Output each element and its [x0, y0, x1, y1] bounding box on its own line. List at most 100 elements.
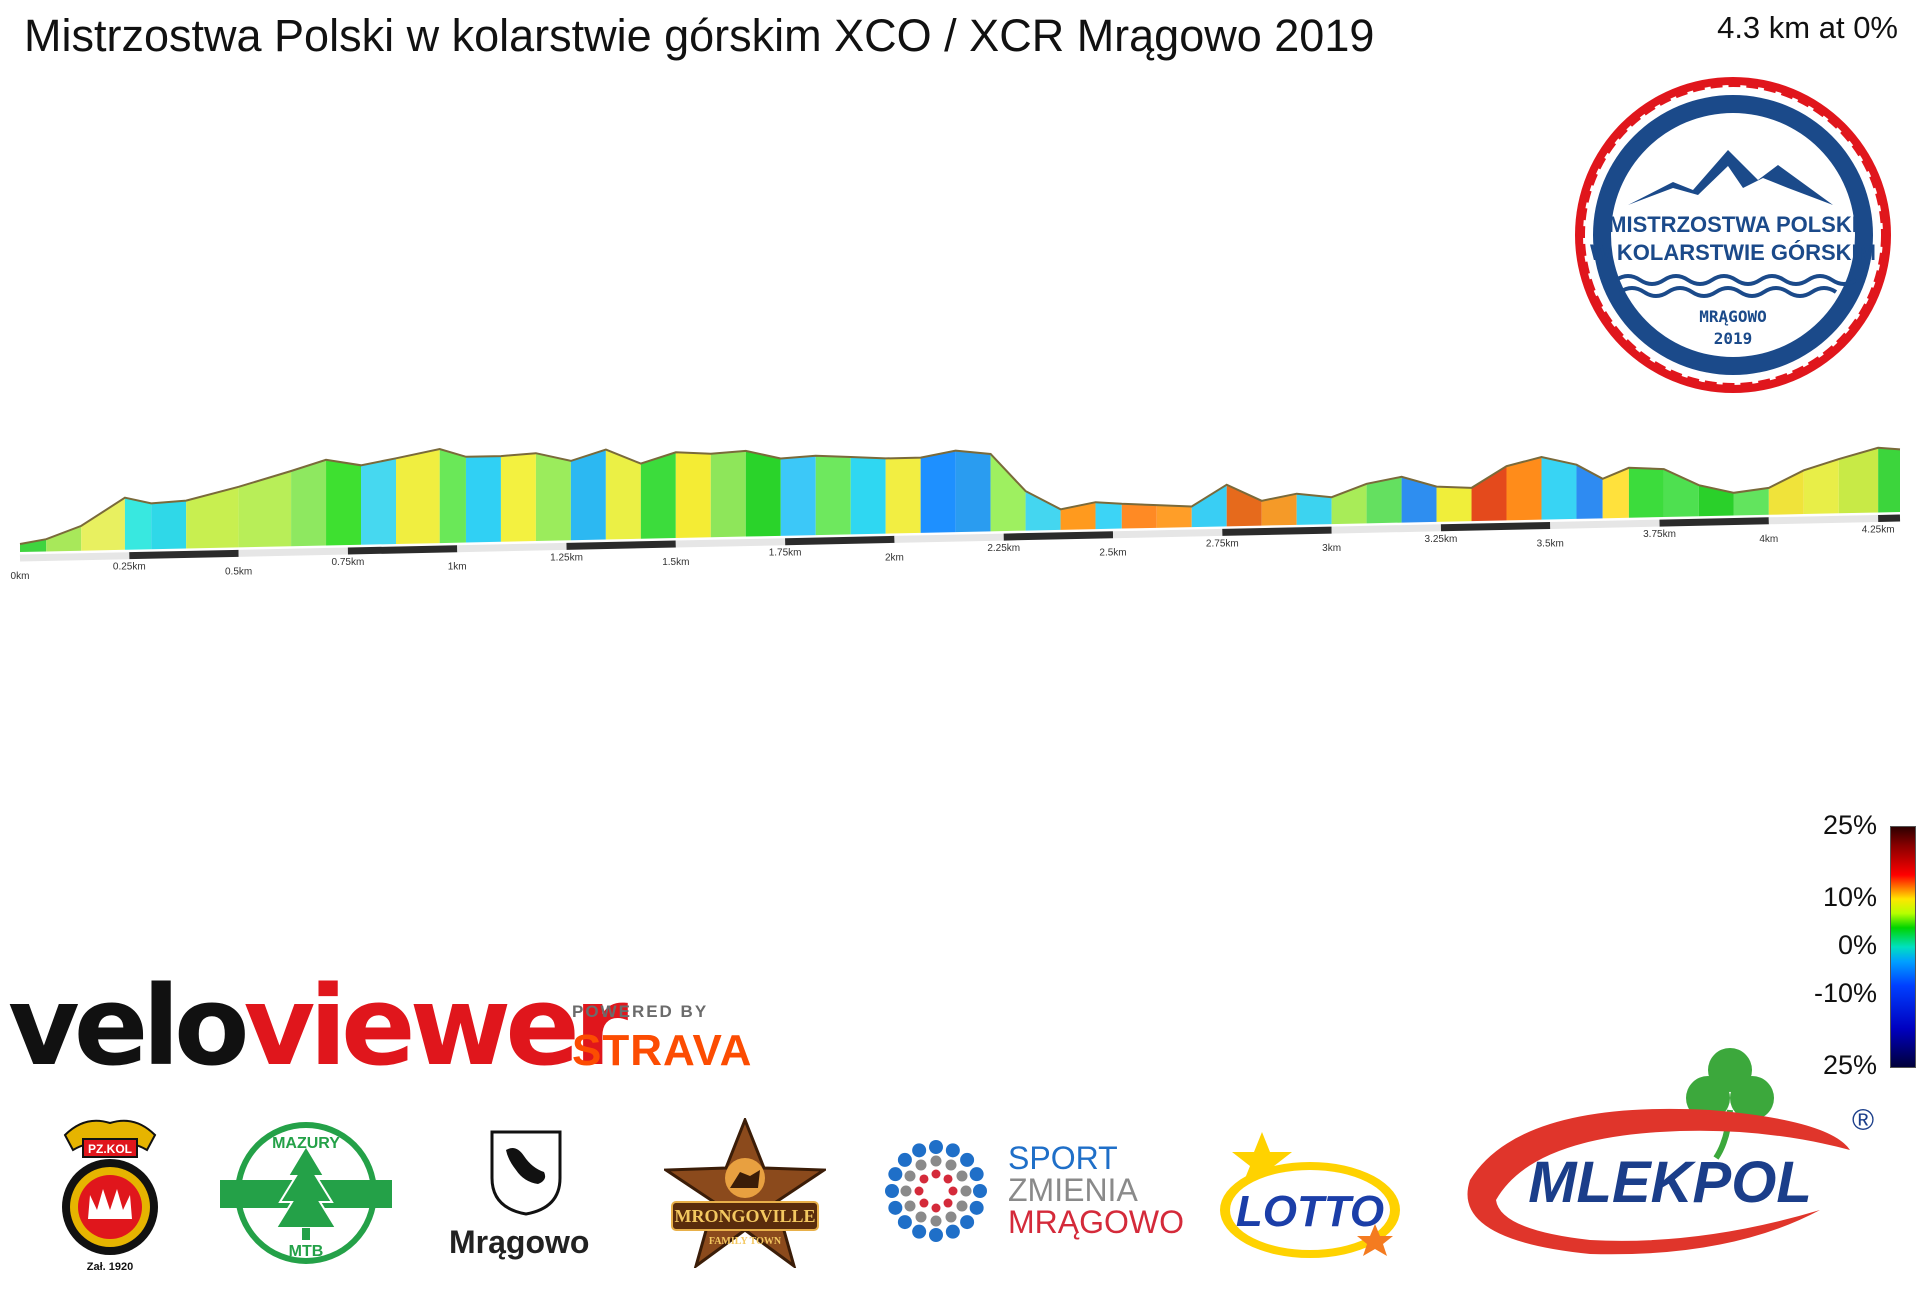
scale-label-max: 25% — [1822, 810, 1877, 840]
bear-arm-icon — [506, 1148, 546, 1184]
profile-segment — [238, 471, 292, 548]
swoosh-icon — [1467, 1108, 1850, 1255]
ring-dot — [912, 1143, 927, 1158]
sport-zmienia-icon — [885, 1140, 987, 1242]
ring-dot — [969, 1167, 984, 1182]
axis-segment — [1550, 519, 1660, 529]
lotto-logo: LOTTO — [1220, 1132, 1400, 1258]
profile-segment — [780, 455, 816, 536]
mazury-bottom: MTB — [289, 1243, 324, 1260]
distance-tick-label: 3.25km — [1425, 534, 1458, 545]
profile-segment — [1768, 470, 1804, 515]
axis-segment — [566, 540, 676, 550]
ring-dot — [912, 1224, 927, 1239]
ring-dot — [897, 1215, 912, 1230]
profile-segment — [745, 450, 781, 537]
small-star-icon — [1357, 1224, 1393, 1256]
axis-segment — [1331, 524, 1442, 534]
distance-tick-label: 1.25km — [550, 552, 583, 563]
profile-segment — [1663, 469, 1699, 518]
distance-tick-label: 2km — [885, 552, 904, 563]
star-icon — [1232, 1132, 1292, 1186]
sport-line2: ZMIENIA — [1008, 1172, 1138, 1208]
mountain-icon — [1628, 150, 1833, 205]
gradient-stripes — [20, 447, 1900, 552]
ring-dot — [931, 1203, 941, 1213]
ring-dot — [945, 1211, 957, 1223]
profile-segment — [1602, 467, 1629, 519]
distance-tick-label: 0.75km — [332, 557, 365, 568]
badge-town: MRĄGOWO — [1699, 307, 1766, 326]
profile-outline — [19, 446, 1901, 545]
mlekpol-logo: MLEKPOL ® — [1467, 1048, 1874, 1255]
ring-dot — [904, 1200, 916, 1212]
gradient-scale-bar — [1890, 826, 1916, 1068]
ring-dot — [943, 1198, 953, 1208]
distance-tick-label: 3km — [1322, 543, 1341, 554]
ring-dot — [919, 1174, 929, 1184]
profile-segment — [815, 455, 851, 536]
wave-icon — [1614, 274, 1858, 286]
mrongoville-name: MRONGOVILLE — [674, 1206, 815, 1226]
wave-icon — [1618, 286, 1838, 298]
profile-segment — [850, 457, 886, 535]
profile-segment — [1401, 476, 1437, 523]
profile-segment — [1296, 493, 1332, 525]
badge-year: 2019 — [1714, 329, 1753, 348]
profile-segment — [1576, 464, 1603, 519]
elevation-profile-chart: 0km 0.25km 0.5km 0.75km 1km 1.25km 1.5km 1.75km… — [11, 446, 1901, 582]
distance-tick-labels: 0km 0.25km 0.5km 0.75km 1km 1.25km 1.5km 1.75km… — [11, 524, 1895, 582]
ring-dot — [948, 1186, 958, 1196]
distance-axis — [19, 514, 1901, 562]
distance-tick-label: 2.5km — [1099, 548, 1126, 559]
ring-dot — [915, 1211, 927, 1223]
axis-segment — [1112, 528, 1223, 539]
ring-dot — [973, 1184, 987, 1198]
crown-icon — [88, 1189, 132, 1219]
profile-segment — [326, 459, 362, 546]
profile-segment — [1366, 476, 1402, 524]
distance-tick-label: 2.75km — [1206, 538, 1239, 549]
distance-tick-label: 4km — [1759, 534, 1778, 545]
veloviewer-logo: veloviewer — [8, 962, 628, 1090]
profile-segment — [1628, 467, 1664, 518]
ring-dot — [888, 1167, 903, 1182]
scale-label-min: 25% — [1822, 1050, 1877, 1080]
distance-tick-label: 1km — [448, 562, 467, 573]
scale-label-0: 0% — [1837, 930, 1877, 960]
profile-segment — [1471, 466, 1507, 522]
chart-title: Mistrzostwa Polski w kolarstwie górskim … — [24, 10, 1375, 61]
profile-segment — [46, 525, 82, 552]
ring-dot — [960, 1185, 972, 1197]
profile-segment — [1838, 447, 1879, 514]
sport-line3: MRĄGOWO — [1008, 1204, 1184, 1240]
ring-dot — [930, 1215, 942, 1227]
profile-segment — [186, 486, 239, 549]
axis-segment — [238, 547, 348, 557]
mrongoville-logo: MRONGOVILLE FAMILY TOWN — [664, 1118, 826, 1268]
registered-mark: ® — [1852, 1104, 1874, 1137]
mragowo-crest-logo — [490, 1130, 562, 1216]
profile-segment — [675, 452, 711, 539]
ring-dot — [943, 1174, 953, 1184]
profile-segment — [1541, 457, 1577, 520]
axis-segment — [457, 542, 567, 553]
profile-segment — [1506, 457, 1542, 521]
ring-dot — [888, 1200, 903, 1215]
mragowo-wordmark: Mrągowo — [449, 1224, 590, 1260]
profile-segment — [291, 459, 327, 547]
pzkol-name: PZ.KOL — [88, 1142, 132, 1156]
ring-dot — [931, 1169, 941, 1179]
profile-segment — [1733, 487, 1769, 516]
profile-segment — [20, 539, 47, 552]
event-badge-logo: MISTRZOSTWA POLSKI W KOLARSTWIE GÓRSKIM … — [1575, 77, 1891, 393]
profile-segment — [885, 457, 921, 534]
profile-segment — [500, 453, 536, 542]
axis-segment — [1768, 514, 1879, 525]
scale-label-10: 10% — [1822, 882, 1877, 912]
axis-segment — [894, 533, 1004, 543]
mrongoville-sub: FAMILY TOWN — [709, 1236, 782, 1247]
ring-dot — [929, 1140, 943, 1154]
profile-segment — [1095, 502, 1122, 530]
ring-dot — [929, 1228, 943, 1242]
